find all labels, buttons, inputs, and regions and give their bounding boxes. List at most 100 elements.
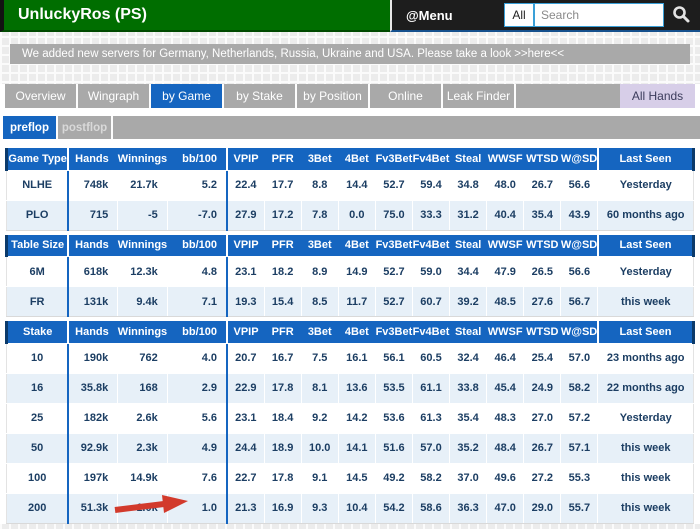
column-header: WTSD	[523, 321, 561, 344]
column-header: Last Seen	[597, 234, 695, 257]
stat-cell: 47.9	[486, 256, 525, 287]
tab-all-hands[interactable]: All Hands	[620, 84, 695, 108]
stat-cell: 47.0	[486, 492, 525, 524]
tab-overview[interactable]: Overview	[5, 84, 78, 108]
stat-cell: 43.9	[560, 199, 599, 231]
stat-cell: 59.0	[411, 256, 451, 287]
search-icon	[671, 4, 691, 27]
stat-cell: 14.1	[337, 432, 376, 464]
search-scope-dropdown[interactable]: All	[505, 4, 535, 26]
stat-cell: 9.3	[300, 492, 339, 524]
subtab-preflop[interactable]: preflop	[3, 116, 58, 139]
stat-cell: 762	[117, 342, 168, 374]
stat-cell: 14.4	[337, 169, 376, 201]
street-subtabs: preflop postflop	[3, 116, 700, 139]
stat-cell: 13.6	[337, 372, 376, 404]
game-type-table: Game Type Hands Winnings bb/100 VPIP PFR 3Bet 4…	[5, 148, 695, 231]
stat-cell: 33.8	[449, 372, 488, 404]
tab-wingraph[interactable]: Wingraph	[78, 84, 151, 108]
stake-table: Stake Hands Winnings bb/100 VPIP PFR 3Bet 4Bet F…	[5, 321, 695, 524]
column-header: Steal	[449, 234, 487, 257]
stat-cell: 35.4	[523, 199, 562, 231]
stat-cell: 8.5	[300, 286, 339, 317]
announcement-banner: We added new servers for Germany, Nether…	[10, 44, 690, 64]
stat-cell: 48.4	[486, 432, 525, 464]
stat-cell: 55.3	[560, 462, 599, 494]
stat-cell: 21.7k	[117, 169, 168, 201]
tab-online[interactable]: Online	[370, 84, 443, 108]
column-header: Fv4Bet	[412, 321, 450, 344]
column-header: 3Bet	[301, 321, 339, 344]
stat-cell: 49.6	[486, 462, 525, 494]
column-header: Fv4Bet	[412, 148, 450, 171]
tab-by-game[interactable]: by Game	[151, 84, 224, 108]
stat-cell: 24.4	[226, 432, 265, 464]
stat-cell: 46.4	[486, 342, 525, 374]
menu-button[interactable]: @Menu	[406, 7, 453, 23]
stat-cell: 18.9	[263, 432, 302, 464]
stat-cell: 40.4	[486, 199, 525, 231]
column-header: Hands	[68, 234, 118, 257]
stat-cell: 26.5	[523, 256, 562, 287]
column-header: Winnings	[117, 321, 168, 344]
tab-by-stake[interactable]: by Stake	[224, 84, 297, 108]
column-header: bb/100	[167, 321, 228, 344]
column-header: VPIP	[227, 148, 265, 171]
stat-cell: this week	[597, 432, 694, 464]
stat-cell: 4.9	[166, 432, 228, 464]
stat-cell: 9.1	[300, 462, 339, 494]
column-header: WTSD	[523, 148, 561, 171]
header-row: Table Size Hands Winnings bb/100 VPIP PFR 3Bet…	[5, 234, 695, 257]
tab-leak-finder[interactable]: Leak Finder	[443, 84, 516, 108]
search-button[interactable]	[664, 1, 698, 29]
table-row: 50 92.9k 2.3k 4.9 24.4 18.9 10.0 14.1 51.6 57.0 35…	[6, 432, 694, 464]
stat-cell: 24.9	[523, 372, 562, 404]
stat-cell: 5.2	[166, 169, 228, 201]
stat-cell: 56.6	[560, 256, 599, 287]
stat-cell: 55.7	[560, 492, 599, 524]
column-header: PFR	[264, 148, 302, 171]
stat-cell: Yesterday	[597, 169, 694, 201]
stat-cell: 52.7	[374, 256, 413, 287]
stat-cell: 92.9k	[67, 432, 119, 464]
stat-cell: 19.3	[226, 286, 265, 317]
row-label-cell: 16	[6, 372, 70, 404]
stat-cell: 4.8	[166, 256, 228, 287]
column-header: Hands	[68, 148, 118, 171]
subtab-postflop[interactable]: postflop	[58, 116, 113, 139]
stat-cell: 16.9	[263, 492, 302, 524]
row-label-cell: PLO	[6, 199, 70, 231]
stat-cell: 9.2	[300, 402, 339, 434]
stat-cell: 60 months ago	[597, 199, 694, 231]
stat-cell: 190k	[67, 342, 119, 374]
stat-cell: 35.4	[449, 402, 488, 434]
stat-cell: 17.8	[263, 372, 302, 404]
stat-cell: 36.3	[449, 492, 488, 524]
column-header: Fv3Bet	[375, 234, 413, 257]
column-header: Hands	[68, 321, 118, 344]
stat-cell: 75.0	[374, 199, 413, 231]
stat-cell: 56.6	[560, 169, 599, 201]
stat-cell: this week	[597, 462, 694, 494]
column-header: W@SD	[560, 148, 599, 171]
stat-cell: 52.7	[374, 286, 413, 317]
tab-by-position[interactable]: by Position	[297, 84, 370, 108]
column-header: bb/100	[167, 148, 228, 171]
row-label-cell: FR	[6, 286, 70, 317]
stat-cell: 5.6	[166, 402, 228, 434]
column-header: Fv4Bet	[412, 234, 450, 257]
stat-cell: 26.7	[523, 169, 562, 201]
stat-cell: 10.4	[337, 492, 376, 524]
header-row: Game Type Hands Winnings bb/100 VPIP PFR 3Bet 4…	[5, 148, 695, 171]
column-header: 4Bet	[338, 321, 376, 344]
banner-here-link[interactable]: >>here<<	[514, 48, 565, 60]
search-input[interactable]	[535, 4, 663, 26]
stat-cell: this week	[597, 286, 694, 317]
table-row: PLO 715 -5 -7.0 27.9 17.2 7.8 0.0 75.0 33.3 31.2 40…	[6, 199, 694, 231]
stat-cell: 23.1	[226, 256, 265, 287]
stat-cell: 27.0	[523, 402, 562, 434]
stat-cell: 53.6	[374, 402, 413, 434]
column-header: Last Seen	[597, 321, 695, 344]
stat-cell: 4.0	[166, 342, 228, 374]
row-label-cell: 100	[6, 462, 70, 494]
